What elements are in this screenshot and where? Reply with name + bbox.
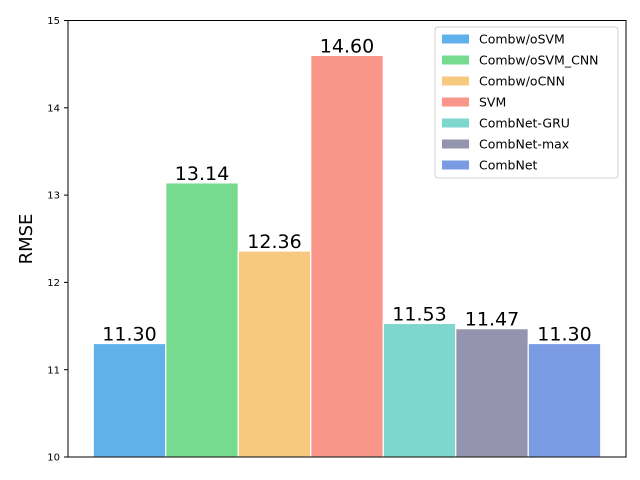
data-label-combw-ocnn: 12.36 — [247, 231, 301, 253]
data-label-combw-osvm: 11.30 — [102, 324, 156, 346]
data-label-combw-osvm-cnn: 13.14 — [175, 163, 229, 185]
bar-combnet — [527, 342, 602, 458]
y-axis-title: RMSE — [16, 214, 37, 265]
bar-combw-osvm — [92, 342, 167, 458]
legend-label-combnet-max: CombNet-max — [479, 137, 569, 152]
legend-label-combw-osvm: Combw/oSVM — [479, 32, 565, 47]
legend-label-svm: SVM — [479, 95, 506, 110]
legend-label-combw-ocnn: Combw/oCNN — [479, 74, 565, 89]
y-tick-label-14: 14 — [47, 103, 60, 114]
legend-box — [434, 26, 619, 179]
legend-swatch-combnet-gru — [442, 118, 469, 128]
data-labels-layer: 11.30 13.14 12.36 14.60 11.53 11.47 11.30 — [102, 35, 591, 345]
bar-combw-osvm-cnn — [165, 182, 239, 458]
legend-swatch-svm — [442, 97, 469, 107]
bars-layer — [92, 54, 602, 458]
data-label-svm: 14.60 — [320, 35, 374, 57]
y-tick-label-12: 12 — [47, 278, 60, 289]
bar-svm — [310, 54, 384, 458]
legend-label-combnet: CombNet — [479, 158, 538, 173]
data-label-combnet: 11.30 — [537, 324, 591, 346]
y-axis: 10 11 12 13 14 15 — [47, 16, 68, 464]
y-tick-label-13: 13 — [47, 191, 60, 202]
y-tick-label-15: 15 — [47, 16, 60, 27]
legend-swatch-combw-ocnn — [442, 76, 469, 86]
legend-label-combw-osvm-cnn: Combw/oSVM_CNN — [479, 53, 599, 68]
legend-swatch-combw-osvm-cnn — [442, 55, 469, 65]
data-label-combnet-gru: 11.53 — [392, 303, 446, 325]
data-label-combnet-max: 11.47 — [465, 309, 519, 331]
bar-combnet-gru — [382, 322, 457, 458]
y-tick-label-10: 10 — [47, 453, 60, 464]
legend-label-combnet-gru: CombNet-GRU — [479, 116, 570, 131]
legend: Combw/oSVM Combw/oSVM_CNN Combw/oCNN SVM Com… — [434, 26, 619, 179]
legend-swatch-combnet — [442, 160, 469, 170]
legend-swatch-combw-osvm — [442, 34, 469, 44]
bar-combw-ocnn — [237, 250, 312, 458]
bar-combnet-max — [455, 328, 529, 458]
plot-frame — [67, 20, 627, 458]
y-tick-label-11: 11 — [47, 365, 60, 376]
legend-swatch-combnet-max — [442, 139, 469, 149]
